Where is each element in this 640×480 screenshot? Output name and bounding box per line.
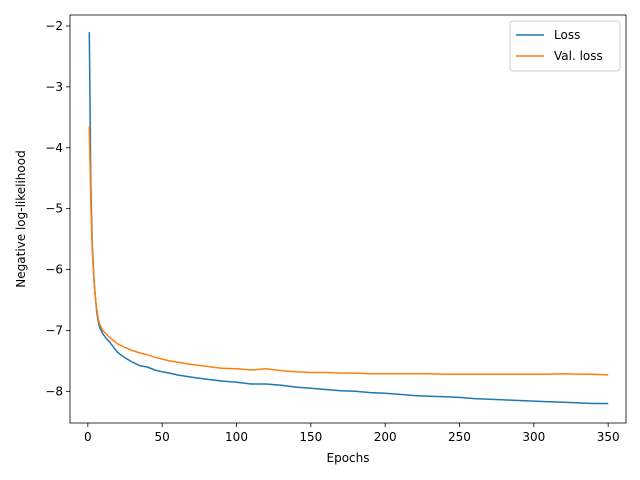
x-tick-label: 50	[155, 430, 170, 444]
y-tick-label: −8	[45, 384, 63, 398]
y-tick-label: −4	[45, 141, 63, 155]
y-axis-label: Negative log-likelihood	[14, 150, 28, 287]
x-tick-label: 0	[84, 430, 92, 444]
y-tick-label: −6	[45, 263, 63, 277]
series-line-0	[88, 32, 609, 405]
x-tick-label: 300	[522, 430, 545, 444]
legend-box	[509, 20, 621, 72]
plot-area	[70, 15, 626, 423]
y-tick-label: −3	[45, 80, 63, 94]
series-layer	[88, 32, 609, 405]
y-tick-label: −7	[45, 323, 63, 337]
plot-frame	[69, 14, 627, 424]
x-tick-label: 200	[374, 430, 397, 444]
x-tick-label: 350	[597, 430, 620, 444]
x-tick-label: 100	[225, 430, 248, 444]
y-tick-label: −2	[45, 19, 63, 33]
y-tick-label: −5	[45, 202, 63, 216]
legend-label: Loss	[554, 28, 580, 42]
x-axis-label: Epochs	[327, 451, 370, 465]
x-axis: 0 50 100 150 200 250 300 350	[84, 423, 620, 444]
legend-label: Val. loss	[554, 49, 603, 63]
legend: Loss Val. loss	[509, 20, 621, 72]
x-tick-label: 250	[448, 430, 471, 444]
series-line-1	[88, 126, 609, 376]
x-tick-label: 150	[299, 430, 322, 444]
y-axis: −8 −7 −6 −5 −4 −3 −2	[45, 19, 70, 398]
